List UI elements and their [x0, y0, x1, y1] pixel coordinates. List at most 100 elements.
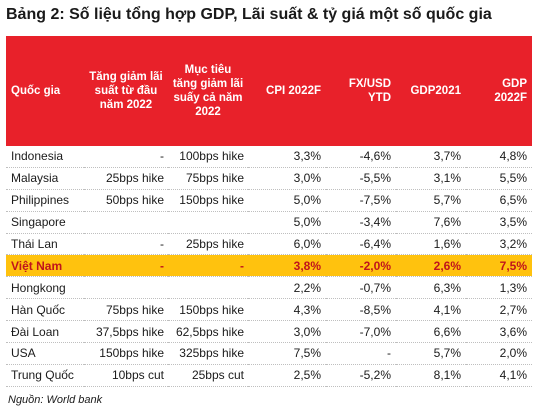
cell-fx-usd-ytd: -5,2% [326, 364, 396, 387]
cell-gdp-2021: 4,1% [396, 298, 466, 322]
header-gdp-2022f: GDP 2022F [466, 36, 532, 146]
table-row: Hàn Quốc 75bps hike 150bps hike 4,3% -8,5% 4,… [6, 298, 532, 322]
source-note: Nguồn: World bank [8, 394, 103, 406]
cell-rate-change-ytd: 10bps cut [84, 364, 168, 387]
cell-gdp-2022f: 4,8% [466, 146, 532, 168]
cell-cpi-2022f: 2,2% [248, 276, 326, 300]
table-title: Bảng 2: Số liệu tổng hợp GDP, Lãi suất &… [6, 6, 492, 23]
cell-rate-change-ytd: 150bps hike [84, 342, 168, 365]
cell-country: Philippines [6, 189, 84, 212]
cell-fx-usd-ytd: -4,6% [326, 146, 396, 168]
cell-gdp-2021: 3,7% [396, 146, 466, 168]
cell-cpi-2022f: 4,3% [248, 298, 326, 322]
cell-fx-usd-ytd: -6,4% [326, 233, 396, 256]
table-row: USA 150bps hike 325bps hike 7,5% -5,7% 2,0% [6, 342, 532, 365]
cell-rate-change-ytd: 50bps hike [84, 189, 168, 212]
cell-cpi-2022f: 5,0% [248, 189, 326, 212]
cell-cpi-2022f: 3,0% [248, 167, 326, 190]
cell-gdp-2022f: 3,5% [466, 211, 532, 234]
cell-gdp-2021: 6,3% [396, 276, 466, 300]
cell-country: Thái Lan [6, 233, 84, 256]
cell-rate-target-2022: 25bps cut [168, 364, 248, 387]
table-row: Indonesia -100bps hike 3,3% -4,6% 3,7% 4,8% [6, 146, 532, 168]
cell-rate-target-2022 [168, 211, 248, 234]
cell-fx-usd-ytd: -3,4% [326, 211, 396, 234]
cell-fx-usd-ytd: -7,5% [326, 189, 396, 212]
cell-country: Indonesia [6, 146, 84, 168]
cell-rate-target-2022: - [168, 254, 248, 278]
table-row: Malaysia 25bps hike 75bps hike 3,0% -5,5% 3,1… [6, 167, 532, 190]
cell-rate-change-ytd: - [84, 146, 168, 168]
cell-country: Hàn Quốc [6, 298, 84, 322]
table-row: Thái Lan -25bps hike 6,0% -6,4% 1,6% 3,2% [6, 233, 532, 256]
cell-gdp-2022f: 3,6% [466, 320, 532, 344]
cell-cpi-2022f: 6,0% [248, 233, 326, 256]
table-row: Philippines 50bps hike 150bps hike 5,0% -7,5… [6, 189, 532, 212]
cell-cpi-2022f: 3,3% [248, 146, 326, 168]
cell-rate-change-ytd: 25bps hike [84, 167, 168, 190]
cell-rate-target-2022 [168, 276, 248, 300]
cell-rate-target-2022: 100bps hike [168, 146, 248, 168]
cell-fx-usd-ytd: -5,5% [326, 167, 396, 190]
cell-gdp-2021: 7,6% [396, 211, 466, 234]
table-row: Trung Quốc 10bps cut 25bps cut 2,5% -5,2% 8,1… [6, 364, 532, 387]
cell-cpi-2022f: 3,8% [248, 254, 326, 278]
cell-fx-usd-ytd: -0,7% [326, 276, 396, 300]
table-row: Hongkong 2,2% -0,7% 6,3% 1,3% [6, 276, 532, 300]
cell-country: Singapore [6, 211, 84, 234]
cell-country: Malaysia [6, 167, 84, 190]
cell-cpi-2022f: 5,0% [248, 211, 326, 234]
header-cpi-2022f: CPI 2022F [248, 36, 326, 146]
header-country: Quốc gia [6, 36, 84, 146]
cell-fx-usd-ytd: -8,5% [326, 298, 396, 322]
cell-gdp-2021: 2,6% [396, 254, 466, 278]
cell-rate-change-ytd: - [84, 233, 168, 256]
cell-gdp-2021: 5,7% [396, 189, 466, 212]
cell-rate-change-ytd [84, 211, 168, 234]
cell-country: Việt Nam [6, 254, 84, 278]
cell-rate-target-2022: 150bps hike [168, 189, 248, 212]
cell-rate-target-2022: 62,5bps hike [168, 320, 248, 344]
table-body: Indonesia -100bps hike 3,3% -4,6% 3,7% 4,8% Ma… [6, 146, 532, 387]
header-rate-target-2022: Mục tiêu tăng giảm lãi suấy cả năm 2022 [168, 36, 248, 146]
cell-fx-usd-ytd: -7,0% [326, 320, 396, 344]
cell-country: Hongkong [6, 276, 84, 300]
cell-gdp-2022f: 2,7% [466, 298, 532, 322]
data-table: Quốc gia Tăng giảm lãi suất từ đầu năm 2… [6, 36, 532, 387]
cell-cpi-2022f: 3,0% [248, 320, 326, 344]
table-row: Singapore 5,0% -3,4% 7,6% 3,5% [6, 211, 532, 234]
cell-gdp-2022f: 3,2% [466, 233, 532, 256]
data-table-container: Quốc gia Tăng giảm lãi suất từ đầu năm 2… [6, 36, 532, 387]
cell-cpi-2022f: 2,5% [248, 364, 326, 387]
cell-country: Đài Loan [6, 320, 84, 344]
cell-rate-change-ytd: 37,5bps hike [84, 320, 168, 344]
cell-rate-change-ytd: - [84, 254, 168, 278]
cell-rate-target-2022: 75bps hike [168, 167, 248, 190]
cell-fx-usd-ytd: - [326, 342, 396, 365]
cell-gdp-2022f: 4,1% [466, 364, 532, 387]
header-row: Quốc gia Tăng giảm lãi suất từ đầu năm 2… [6, 36, 532, 146]
cell-cpi-2022f: 7,5% [248, 342, 326, 365]
cell-gdp-2022f: 2,0% [466, 342, 532, 365]
cell-rate-change-ytd [84, 276, 168, 300]
cell-country: USA [6, 342, 84, 365]
cell-fx-usd-ytd: -2,0% [326, 254, 396, 278]
cell-gdp-2022f: 7,5% [466, 254, 532, 278]
cell-gdp-2021: 5,7% [396, 342, 466, 365]
cell-gdp-2021: 6,6% [396, 320, 466, 344]
cell-gdp-2022f: 6,5% [466, 189, 532, 212]
cell-rate-target-2022: 25bps hike [168, 233, 248, 256]
header-rate-change-ytd: Tăng giảm lãi suất từ đầu năm 2022 [84, 36, 168, 146]
header-fx-usd-ytd: FX/USD YTD [326, 36, 396, 146]
header-gdp-2021: GDP2021 [396, 36, 466, 146]
cell-rate-change-ytd: 75bps hike [84, 298, 168, 322]
cell-rate-target-2022: 325bps hike [168, 342, 248, 365]
cell-gdp-2021: 1,6% [396, 233, 466, 256]
cell-gdp-2022f: 1,3% [466, 276, 532, 300]
cell-gdp-2021: 8,1% [396, 364, 466, 387]
table-row-highlighted: Việt Nam - -3,8% -2,0% 2,6% 7,5% [6, 254, 532, 278]
cell-gdp-2022f: 5,5% [466, 167, 532, 190]
cell-gdp-2021: 3,1% [396, 167, 466, 190]
cell-country: Trung Quốc [6, 364, 84, 387]
cell-rate-target-2022: 150bps hike [168, 298, 248, 322]
